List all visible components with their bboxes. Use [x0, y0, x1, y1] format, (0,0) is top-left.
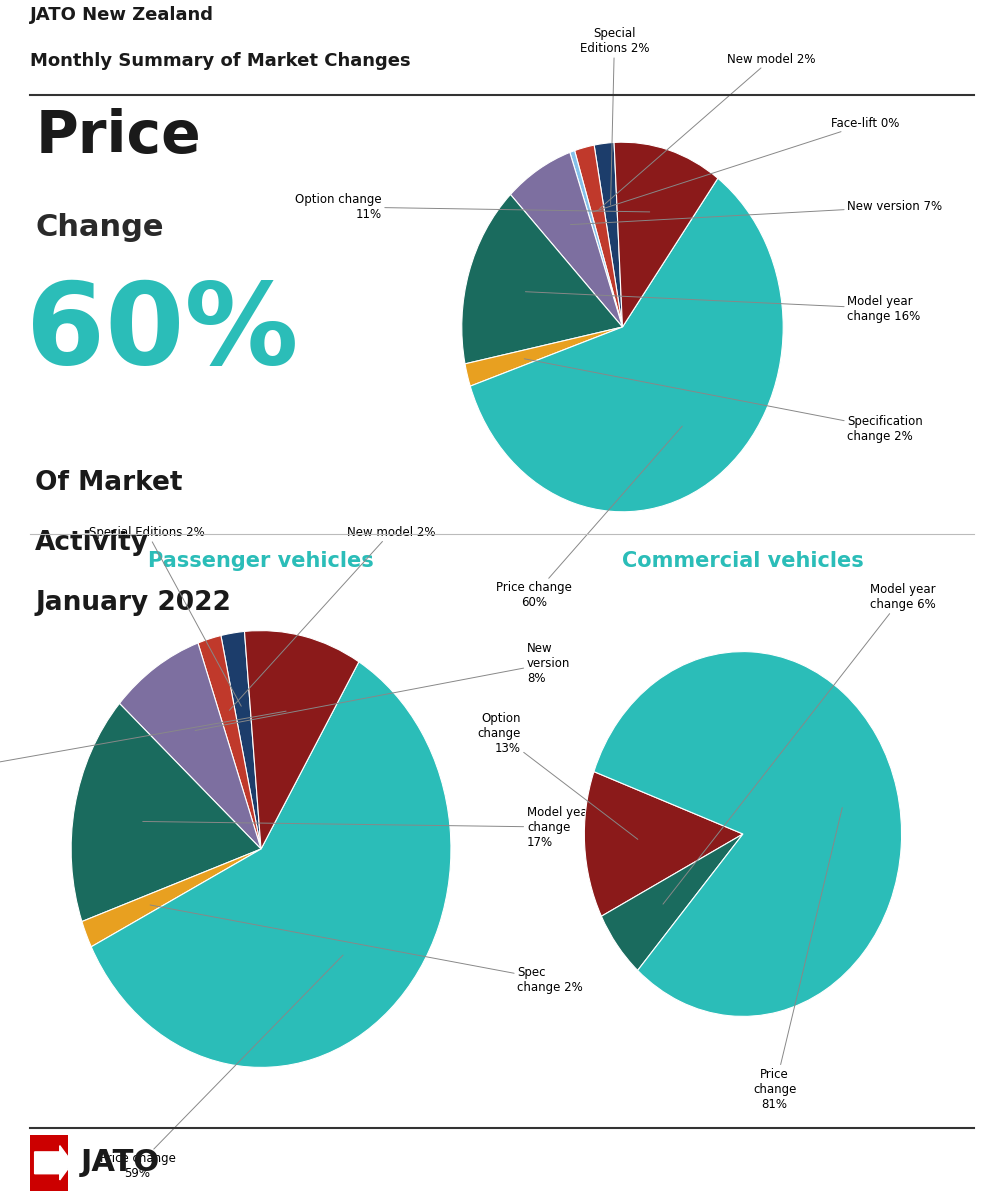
Text: Price
change
81%: Price change 81% [752, 808, 842, 1111]
Text: New model 2%: New model 2% [229, 526, 434, 710]
Text: Commercial vehicles: Commercial vehicles [622, 551, 863, 571]
Wedge shape [461, 194, 622, 364]
Wedge shape [91, 661, 450, 1067]
Text: Model year
change 16%: Model year change 16% [525, 292, 920, 323]
Wedge shape [570, 150, 622, 326]
Wedge shape [510, 152, 622, 326]
Text: Of Market: Of Market [35, 469, 183, 496]
Wedge shape [469, 179, 782, 511]
Text: New model 2%: New model 2% [599, 53, 814, 209]
Wedge shape [245, 631, 358, 850]
Text: Change: Change [35, 212, 163, 241]
Wedge shape [119, 643, 261, 850]
Text: New
version
8%: New version 8% [195, 642, 570, 731]
Wedge shape [574, 145, 622, 326]
Text: Special
Editions 2%: Special Editions 2% [579, 26, 649, 205]
Text: Option
change 10%: Option change 10% [0, 712, 286, 786]
Text: Monthly Summary of Market Changes: Monthly Summary of Market Changes [30, 52, 410, 70]
Wedge shape [82, 850, 261, 947]
Wedge shape [594, 143, 622, 326]
Text: 60%: 60% [26, 277, 298, 388]
Text: Passenger vehicles: Passenger vehicles [148, 551, 373, 571]
Text: JATO: JATO [80, 1148, 159, 1177]
Text: January 2022: January 2022 [35, 590, 231, 617]
Text: New version 7%: New version 7% [570, 200, 942, 224]
Bar [30, 1135, 68, 1190]
Text: Price: Price [35, 108, 201, 164]
Text: Face-lift 0%: Face-lift 0% [592, 118, 899, 212]
Wedge shape [71, 703, 261, 922]
Wedge shape [601, 834, 742, 971]
Text: Model year
change 6%: Model year change 6% [662, 583, 935, 904]
Text: Price change
59%: Price change 59% [99, 955, 343, 1180]
Text: Option
change
13%: Option change 13% [477, 712, 637, 839]
Text: Model year
change
17%: Model year change 17% [142, 805, 592, 848]
Wedge shape [614, 143, 717, 326]
Wedge shape [584, 772, 742, 917]
Text: Activity: Activity [35, 530, 149, 556]
Text: Option change
11%: Option change 11% [295, 193, 649, 221]
Wedge shape [464, 326, 622, 386]
Text: Spec
change 2%: Spec change 2% [150, 905, 583, 994]
Text: Specification
change 2%: Specification change 2% [524, 359, 923, 443]
Text: Special Editions 2%: Special Editions 2% [89, 526, 241, 706]
Wedge shape [198, 636, 261, 850]
Text: Price change
60%: Price change 60% [495, 426, 682, 608]
FancyArrow shape [34, 1146, 72, 1180]
Wedge shape [221, 631, 261, 850]
Wedge shape [594, 652, 901, 1016]
Text: JATO New Zealand: JATO New Zealand [30, 6, 214, 24]
